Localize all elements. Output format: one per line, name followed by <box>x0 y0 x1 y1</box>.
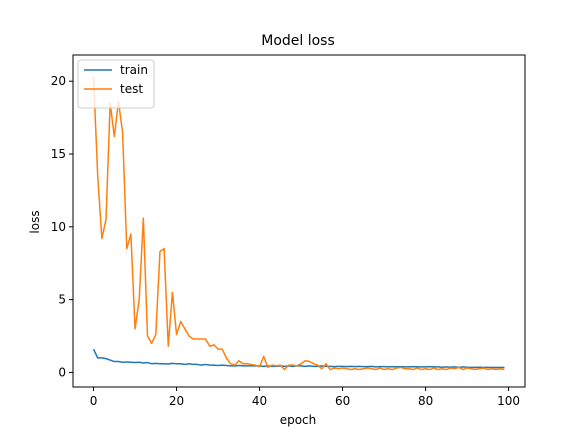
x-tick-label: 20 <box>169 394 184 408</box>
x-tick-label: 40 <box>252 394 267 408</box>
legend-label-test: test <box>120 82 143 96</box>
chart-title: Model loss <box>261 33 335 49</box>
x-tick-label: 60 <box>335 394 350 408</box>
x-tick-label: 80 <box>418 394 433 408</box>
legend-box <box>77 59 155 109</box>
y-tick-label: 10 <box>51 220 66 234</box>
legend: train test <box>77 59 155 109</box>
y-tick-label: 0 <box>58 365 66 379</box>
y-tick-label: 5 <box>58 293 66 307</box>
x-tick-label: 0 <box>90 394 98 408</box>
series-layer <box>92 76 505 371</box>
plot-frame <box>72 54 526 388</box>
y-axis-label: loss <box>28 210 42 233</box>
axes: 0 20 40 60 80 100 0 5 10 15 20 <box>51 54 526 408</box>
legend-label-train: train <box>120 63 148 77</box>
y-tick-label: 15 <box>51 147 66 161</box>
series-line-test <box>92 76 505 371</box>
x-tick-label: 100 <box>497 394 520 408</box>
y-tick-label: 20 <box>51 74 66 88</box>
series-line-train <box>92 348 505 369</box>
x-axis-label: epoch <box>280 413 317 427</box>
